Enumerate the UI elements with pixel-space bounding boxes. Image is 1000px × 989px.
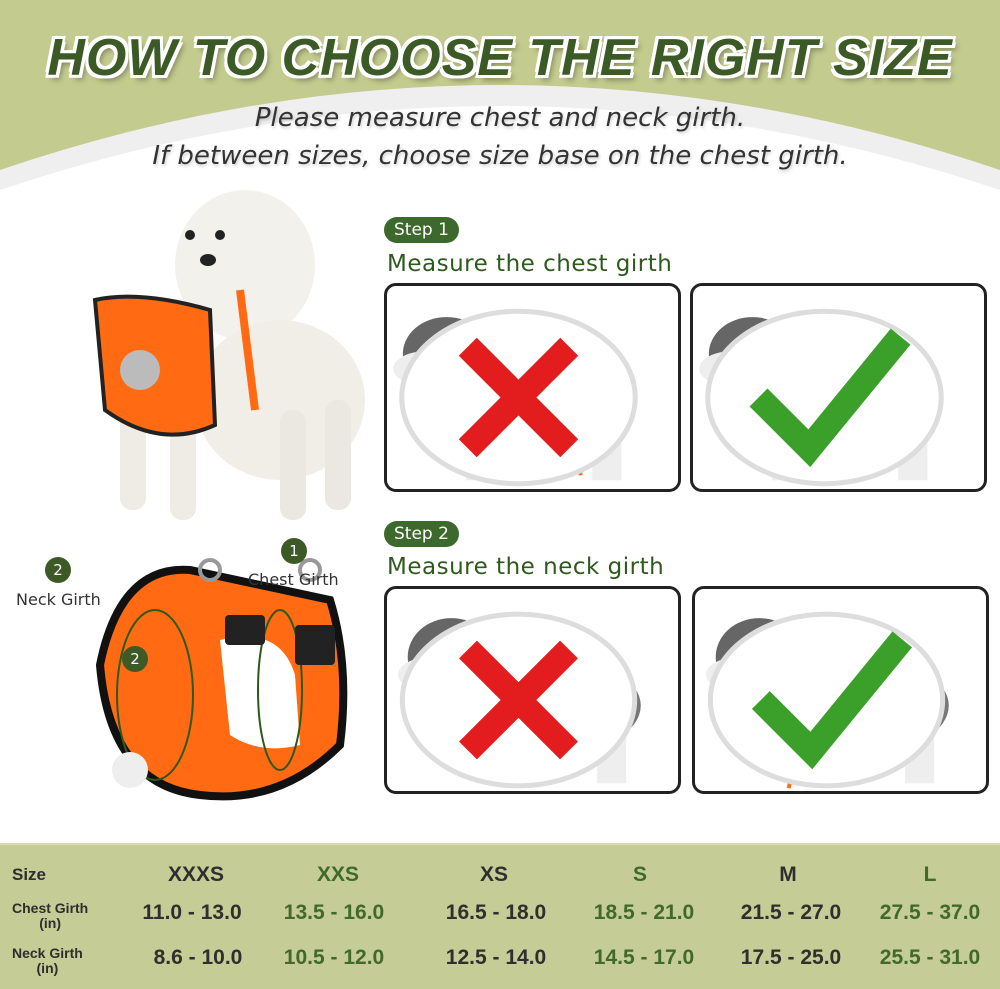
chest-cell: 11.0 - 13.0 [142, 901, 242, 924]
chest-cell: 13.5 - 16.0 [283, 901, 385, 924]
chest-correct-photo [690, 283, 987, 492]
neck-girth-row: Neck Girth (in) 8.6 - 10.0 10.5 - 12.0 12… [0, 946, 1000, 986]
size-cell: XXS [316, 863, 360, 886]
chest-girth-number-badge: 1 [281, 538, 307, 564]
red-x-icon [399, 611, 638, 789]
label-line: Chest Girth [12, 900, 89, 916]
dog-wearing-harness-photo [92, 190, 365, 520]
neck-cell: 8.6 - 10.0 [153, 946, 243, 969]
row-label-chest-girth: Chest Girth (in) [12, 901, 88, 931]
size-cell: L [923, 863, 937, 886]
green-check-icon [707, 611, 946, 789]
page-title: HOW TO CHOOSE THE RIGHT SIZE [47, 29, 953, 87]
neck-cell: 14.5 - 17.0 [593, 946, 695, 969]
neck-cell: 10.5 - 12.0 [283, 946, 385, 969]
size-cell: M [779, 863, 797, 886]
harness-product-photo [95, 558, 348, 801]
neck-cell: 12.5 - 14.0 [445, 946, 547, 969]
chest-cell: 21.5 - 27.0 [740, 901, 842, 924]
red-x-icon [399, 308, 638, 487]
neck-correct-photo [692, 586, 989, 794]
chest-cell: 16.5 - 18.0 [445, 901, 547, 924]
label-line: Neck Girth [12, 945, 83, 961]
step-1-badge: Step 1 [384, 217, 459, 243]
chest-girth-label: Chest Girth [248, 570, 339, 589]
unit-line: (in) [39, 915, 61, 931]
subtitle-line-1: Please measure chest and neck girth. [254, 103, 746, 133]
neck-cell: 25.5 - 31.0 [879, 946, 981, 969]
chest-girth-row: Chest Girth (in) 11.0 - 13.0 13.5 - 16.0 … [0, 901, 1000, 941]
unit-line: (in) [36, 960, 59, 976]
step-2-badge: Step 2 [384, 521, 459, 547]
size-row: Size XXXS XXS XS S M L [0, 863, 1000, 903]
row-label-neck-girth: Neck Girth (in) [12, 946, 83, 976]
neck-wrong-photo [384, 586, 681, 794]
subtitle-line-2: If between sizes, choose size base on th… [152, 141, 848, 171]
size-cell: XXXS [167, 863, 225, 886]
chest-cell: 18.5 - 21.0 [593, 901, 695, 924]
row-label-size: Size [12, 865, 47, 884]
size-cell: S [632, 863, 647, 886]
size-cell: XS [479, 863, 508, 886]
step-1-instruction: Measure the chest girth [387, 251, 673, 277]
neck-cell: 17.5 - 25.0 [740, 946, 842, 969]
neck-girth-marker-badge: 2 [122, 646, 148, 672]
size-chart-table: Size XXXS XXS XS S M L Chest Girth (in) 1… [0, 843, 1000, 989]
neck-girth-number-badge: 2 [45, 557, 71, 583]
neck-girth-label: Neck Girth [16, 590, 101, 609]
step-2-instruction: Measure the neck girth [387, 554, 665, 580]
chest-cell: 27.5 - 37.0 [879, 901, 981, 924]
chest-wrong-photo [384, 283, 681, 492]
green-check-icon [705, 308, 944, 487]
